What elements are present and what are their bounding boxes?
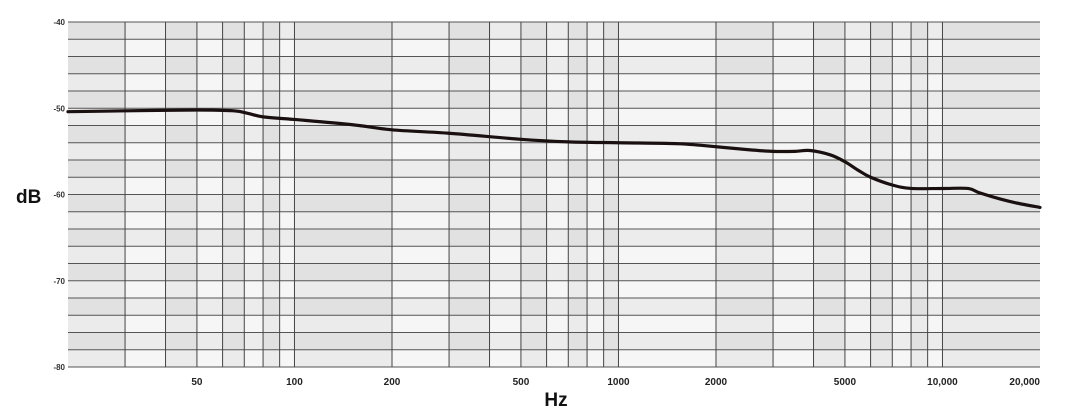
plot-band-row [68,56,1040,74]
x-tick-label: 10,000 [927,377,958,388]
plot-band-row [68,125,1040,143]
y-tick-label: -50 [53,104,65,113]
plot-band-row [68,194,1040,212]
plot-band-row [68,229,1040,247]
x-axis-label: Hz [544,390,567,411]
x-tick-labels: 50 100 200 500 1000 2000 5000 10,000 20,000 [191,377,1040,388]
plot-band-row [68,22,1040,40]
y-tick-labels: -40 -50 -60 -70 -80 [53,18,65,372]
plot-band-row [68,246,1040,264]
series-line-frequency-response [66,108,1042,210]
plot-band-row [68,349,1040,367]
x-tick-label: 200 [384,377,401,388]
y-axis-label: dB [16,187,41,208]
plot-band-row [68,211,1040,229]
series-layer [66,108,1042,210]
y-tick-label: -80 [53,363,65,372]
plot-band-row [68,39,1040,57]
x-tick-label: 20,000 [1009,377,1040,388]
x-tick-label: 5000 [834,377,857,388]
plot-band-row [68,160,1040,178]
plot-band-row [68,142,1040,160]
plot-band-row [68,263,1040,281]
x-tick-label: 50 [191,377,203,388]
x-tick-label: 500 [513,377,530,388]
x-tick-label: 1000 [607,377,630,388]
plot-band-row [68,298,1040,316]
plot-band-row [68,177,1040,195]
plot-band-row [68,73,1040,91]
grid-lines [68,21,1040,368]
y-tick-label: -70 [53,277,65,286]
x-tick-label: 100 [286,377,303,388]
plot-band-row [68,315,1040,333]
x-tick-label: 2000 [705,377,728,388]
y-tick-label: -40 [53,18,65,27]
plot-band-row [68,91,1040,109]
plot-band-row [68,280,1040,298]
y-tick-label: -60 [53,191,65,200]
plot-band-row [68,332,1040,350]
